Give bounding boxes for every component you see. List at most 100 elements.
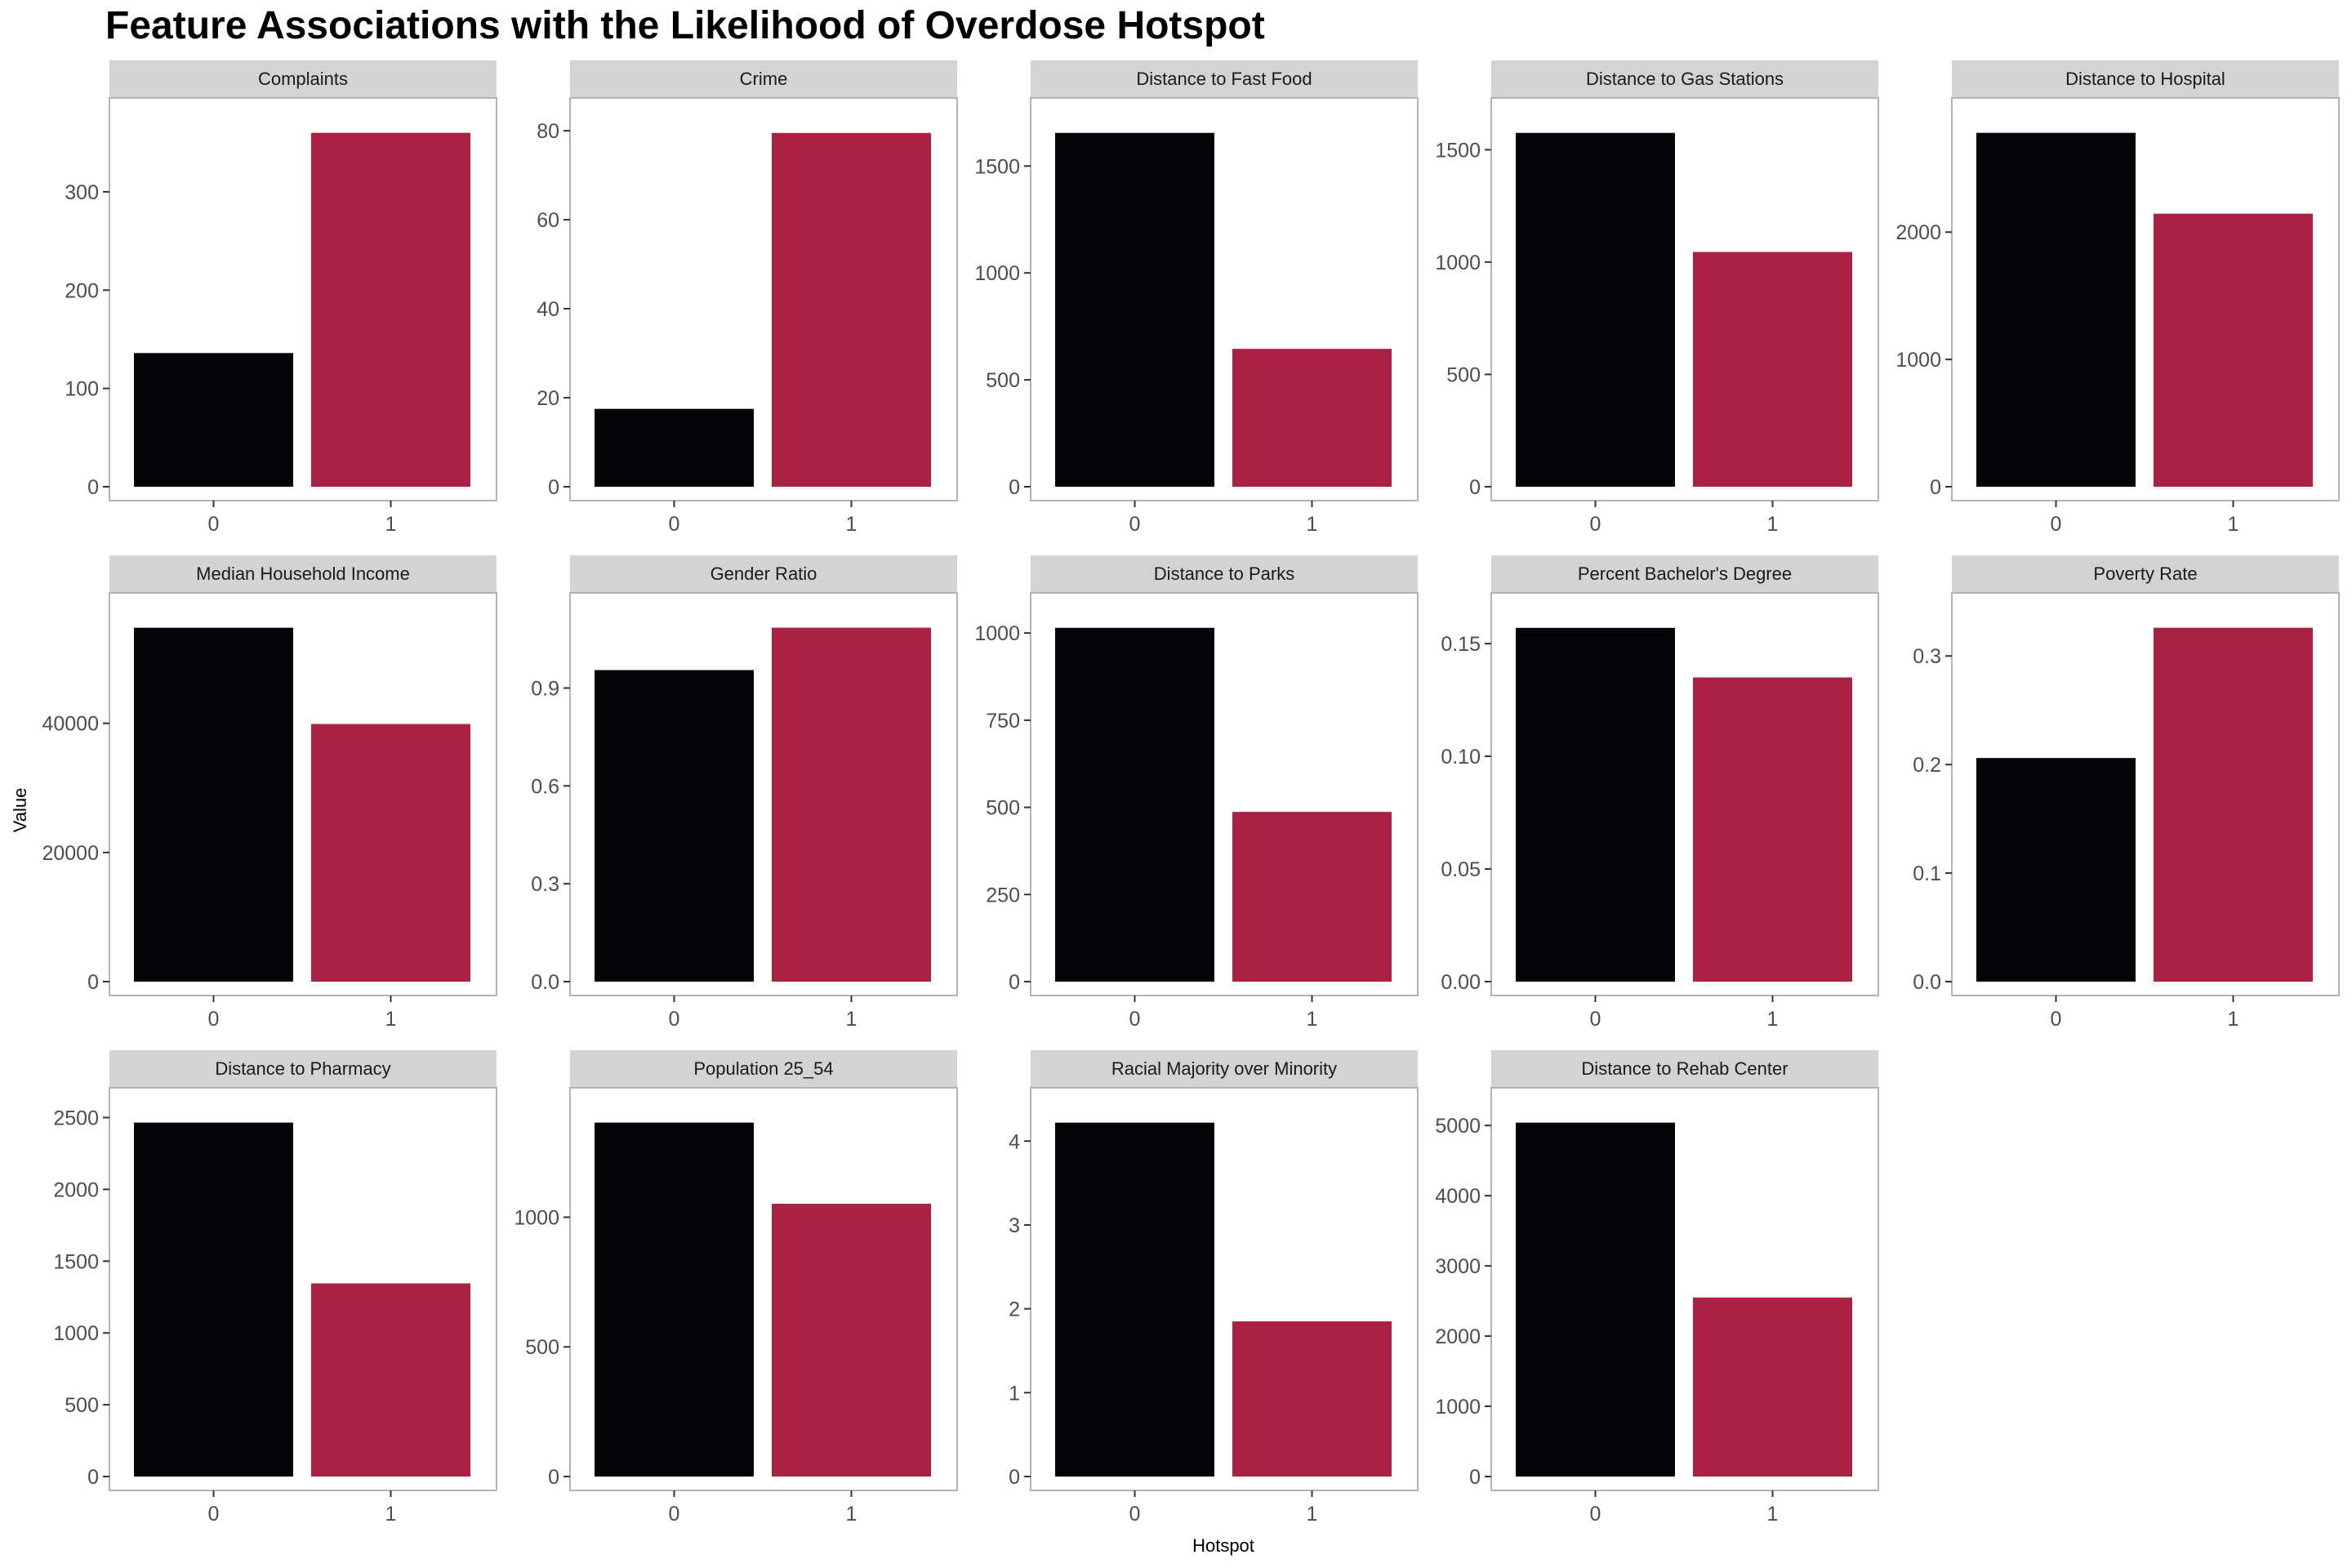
panel-poverty-rate-bar-1 bbox=[2154, 627, 2313, 982]
panel-distance-to-rehab-center-ytick-label: 5000 bbox=[1435, 1115, 1481, 1138]
panel-poverty-rate-xtick-label: 0 bbox=[2051, 1008, 2062, 1031]
panel-percent-bachelor-s-degree-xtick-label: 0 bbox=[1590, 1008, 1601, 1031]
panel-distance-to-pharmacy-bar-0 bbox=[134, 1122, 293, 1477]
panel-poverty-rate-strip-label: Poverty Rate bbox=[2093, 564, 2197, 584]
panel-poverty-rate-ytick-label: 0.1 bbox=[1913, 862, 1941, 885]
panel-distance-to-fast-food-bar-0 bbox=[1055, 132, 1214, 487]
panel-distance-to-hospital-ytick-label: 2000 bbox=[1895, 221, 1941, 244]
panel-distance-to-gas-stations-ytick-label: 0 bbox=[1469, 476, 1481, 499]
panel-distance-to-fast-food-ytick-label: 1500 bbox=[974, 155, 1020, 178]
panel-distance-to-parks: Distance to Parks 0 250 500 750 1000 0 1 bbox=[974, 555, 1419, 1031]
panel-distance-to-rehab-center-strip bbox=[1491, 1050, 1878, 1088]
panel-distance-to-hospital-bar-0 bbox=[1976, 132, 2136, 487]
panel-distance-to-pharmacy-ytick-label: 1000 bbox=[53, 1322, 99, 1345]
panel-distance-to-hospital-xtick-label: 1 bbox=[2228, 513, 2239, 536]
panel-distance-to-parks-bar-1 bbox=[1232, 812, 1392, 982]
panel-distance-to-rehab-center-ytick-label: 4000 bbox=[1435, 1185, 1481, 1208]
panel-gender-ratio-xtick-label: 1 bbox=[846, 1008, 858, 1031]
panel-poverty-rate-xtick-label: 1 bbox=[2228, 1008, 2239, 1031]
panel-population-25-54-ytick-label: 500 bbox=[525, 1336, 559, 1359]
panel-poverty-rate: Poverty Rate 0.0 0.1 0.2 0.3 0 1 bbox=[1913, 555, 2340, 1031]
panel-percent-bachelor-s-degree-bar-1 bbox=[1693, 677, 1852, 982]
panel-distance-to-pharmacy-bar-1 bbox=[311, 1283, 470, 1477]
panel-distance-to-parks-ytick-label: 0 bbox=[1009, 971, 1020, 994]
panel-complaints-ytick-label: 200 bbox=[65, 279, 99, 302]
panel-population-25-54-xtick-label: 0 bbox=[669, 1503, 680, 1526]
panel-racial-majority-over-minority-ytick-label: 1 bbox=[1009, 1382, 1020, 1405]
panel-distance-to-fast-food-strip-label: Distance to Fast Food bbox=[1136, 69, 1312, 89]
panel-distance-to-gas-stations-strip-label: Distance to Gas Stations bbox=[1586, 69, 1784, 89]
panel-median-household-income-strip-label: Median Household Income bbox=[196, 564, 410, 584]
panel-gender-ratio-xtick-label: 0 bbox=[669, 1008, 680, 1031]
panel-population-25-54-ytick-label: 0 bbox=[548, 1466, 559, 1489]
panel-median-household-income-bar-0 bbox=[134, 627, 293, 982]
panel-distance-to-fast-food-ytick-label: 500 bbox=[986, 369, 1020, 392]
panel-racial-majority-over-minority-strip bbox=[1031, 1050, 1418, 1088]
panel-distance-to-pharmacy-strip-label: Distance to Pharmacy bbox=[215, 1058, 390, 1079]
panel-percent-bachelor-s-degree-strip-label: Percent Bachelor's Degree bbox=[1578, 564, 1792, 584]
panel-distance-to-hospital-strip bbox=[1952, 60, 2339, 98]
panel-crime-strip bbox=[570, 60, 957, 98]
panel-distance-to-hospital-strip-label: Distance to Hospital bbox=[2065, 69, 2225, 89]
panel-distance-to-pharmacy-xtick-label: 1 bbox=[385, 1503, 397, 1526]
panel-gender-ratio-ytick-label: 0.6 bbox=[531, 775, 559, 798]
panel-distance-to-rehab-center-xtick-label: 1 bbox=[1767, 1503, 1779, 1526]
panel-crime-ytick-label: 60 bbox=[537, 209, 559, 232]
chart-title: Feature Associations with the Likelihood… bbox=[105, 4, 1265, 47]
panel-complaints-xtick-label: 1 bbox=[385, 513, 397, 536]
panel-complaints-strip bbox=[109, 60, 497, 98]
panel-distance-to-pharmacy-strip bbox=[109, 1050, 497, 1088]
panel-gender-ratio-ytick-label: 0.0 bbox=[531, 971, 559, 994]
panel-distance-to-rehab-center-xtick-label: 0 bbox=[1590, 1503, 1601, 1526]
panel-racial-majority-over-minority-xtick-label: 1 bbox=[1307, 1503, 1318, 1526]
panel-crime-ytick-label: 40 bbox=[537, 298, 559, 321]
panel-percent-bachelor-s-degree-xtick-label: 1 bbox=[1767, 1008, 1779, 1031]
panel-distance-to-parks-ytick-label: 750 bbox=[986, 710, 1020, 733]
panel-racial-majority-over-minority: Racial Majority over Minority 0 1 2 3 4 0 1 bbox=[1009, 1050, 1419, 1526]
panel-distance-to-pharmacy-ytick-label: 1500 bbox=[53, 1250, 99, 1273]
panel-distance-to-fast-food-xtick-label: 0 bbox=[1129, 513, 1141, 536]
panel-racial-majority-over-minority-strip-label: Racial Majority over Minority bbox=[1111, 1058, 1337, 1079]
panel-distance-to-fast-food-xtick-label: 1 bbox=[1307, 513, 1318, 536]
panel-gender-ratio-strip-label: Gender Ratio bbox=[710, 564, 817, 584]
panel-distance-to-rehab-center: Distance to Rehab Center 0 1000 2000 3000 400… bbox=[1435, 1050, 1879, 1526]
panel-median-household-income: Median Household Income 0 20000 40000 0 1 bbox=[42, 555, 497, 1031]
panel-distance-to-parks-ytick-label: 500 bbox=[986, 797, 1020, 820]
panel-poverty-rate-bar-0 bbox=[1976, 758, 2136, 982]
panel-distance-to-pharmacy-xtick-label: 0 bbox=[208, 1503, 220, 1526]
x-axis-title: Hotspot bbox=[1192, 1535, 1254, 1556]
panel-crime-bar-1 bbox=[772, 132, 931, 488]
panel-distance-to-pharmacy-ytick-label: 2500 bbox=[53, 1107, 99, 1129]
panel-median-household-income-ytick-label: 40000 bbox=[42, 713, 99, 736]
panel-percent-bachelor-s-degree-ytick-label: 0.05 bbox=[1441, 858, 1481, 881]
panel-median-household-income-strip bbox=[109, 555, 497, 593]
panel-distance-to-gas-stations-bar-0 bbox=[1516, 132, 1675, 487]
panel-distance-to-fast-food-strip bbox=[1031, 60, 1418, 98]
panel-racial-majority-over-minority-ytick-label: 4 bbox=[1009, 1130, 1020, 1153]
panel-complaints-ytick-label: 0 bbox=[87, 476, 99, 499]
panel-median-household-income-xtick-label: 0 bbox=[208, 1008, 220, 1031]
panel-population-25-54-strip bbox=[570, 1050, 957, 1088]
panel-distance-to-parks-ytick-label: 250 bbox=[986, 884, 1020, 906]
panel-percent-bachelor-s-degree-strip bbox=[1491, 555, 1878, 593]
panel-distance-to-rehab-center-bar-1 bbox=[1693, 1297, 1852, 1477]
panel-percent-bachelor-s-degree: Percent Bachelor's Degree 0.00 0.05 0.10 0.1… bbox=[1441, 555, 1879, 1031]
panel-percent-bachelor-s-degree-ytick-label: 0.00 bbox=[1441, 971, 1481, 994]
panel-population-25-54: Population 25_54 0 500 1000 0 1 bbox=[514, 1050, 958, 1526]
panel-distance-to-gas-stations-bar-1 bbox=[1693, 252, 1852, 487]
panel-median-household-income-bar-1 bbox=[311, 724, 470, 982]
panel-racial-majority-over-minority-bar-1 bbox=[1232, 1321, 1392, 1477]
panel-distance-to-gas-stations-ytick-label: 1000 bbox=[1435, 252, 1481, 274]
panel-crime: Crime 0 20 40 60 80 0 1 bbox=[537, 60, 958, 536]
panel-gender-ratio-bar-1 bbox=[772, 627, 931, 982]
panel-crime-xtick-label: 1 bbox=[846, 513, 858, 536]
panel-complaints-strip-label: Complaints bbox=[258, 69, 348, 89]
panel-distance-to-parks-xtick-label: 0 bbox=[1129, 1008, 1141, 1031]
panel-complaints: Complaints 0 100 200 300 0 1 bbox=[65, 60, 497, 536]
panel-distance-to-fast-food: Distance to Fast Food 0 500 1000 1500 0 1 bbox=[974, 60, 1419, 536]
panel-gender-ratio: Gender Ratio 0.0 0.3 0.6 0.9 0 1 bbox=[531, 555, 958, 1031]
panel-distance-to-pharmacy-ytick-label: 2000 bbox=[53, 1178, 99, 1201]
panel-percent-bachelor-s-degree-ytick-label: 0.10 bbox=[1441, 746, 1481, 768]
panel-crime-xtick-label: 0 bbox=[669, 513, 680, 536]
